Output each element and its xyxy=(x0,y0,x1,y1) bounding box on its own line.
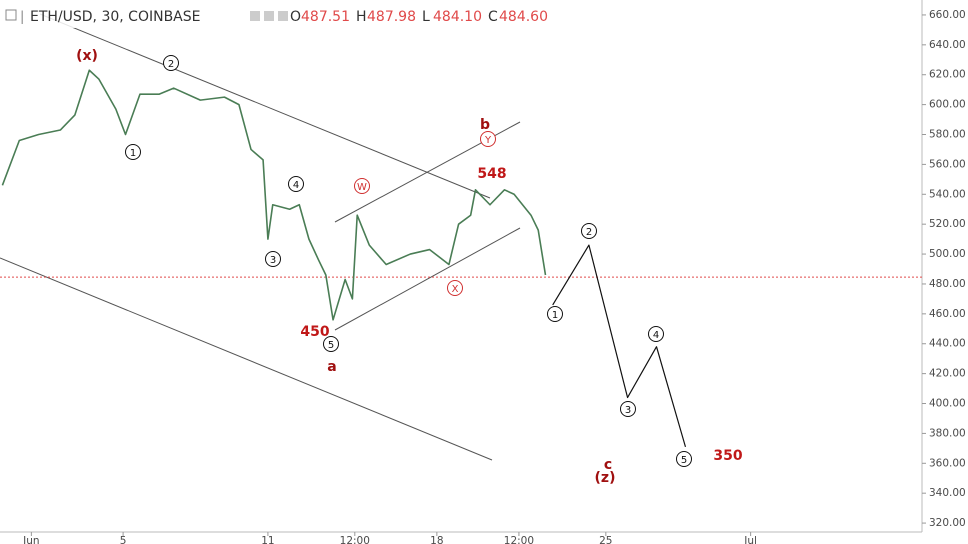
wave-number: 5 xyxy=(681,455,687,466)
wave-circle xyxy=(447,280,463,296)
y-tick-label: 600.00 xyxy=(929,99,966,111)
y-tick-label: 500.00 xyxy=(929,248,966,260)
price-line xyxy=(1,69,547,321)
ohlc-value: 484.10 xyxy=(433,9,482,25)
x-tick-label: 18 xyxy=(430,535,443,544)
settings-icon[interactable] xyxy=(250,11,260,21)
ohlc-key: H xyxy=(356,9,367,25)
wave-label: c xyxy=(604,457,612,473)
wave-number: 2 xyxy=(586,227,592,238)
wave-circle xyxy=(648,326,664,342)
y-tick-label: 620.00 xyxy=(929,69,966,81)
wave-number: 4 xyxy=(293,180,299,191)
ohlc-value: 487.98 xyxy=(367,9,416,25)
wave-circle xyxy=(581,223,597,239)
x-tick-label: Jul xyxy=(743,535,757,544)
channel-lower xyxy=(334,227,521,331)
wave-label: a xyxy=(327,359,336,375)
sep: | xyxy=(20,10,24,25)
close-icon[interactable] xyxy=(278,11,288,21)
ohlc-key: C xyxy=(488,9,498,25)
upper-trend-line xyxy=(39,13,491,199)
wave-circle xyxy=(265,251,281,267)
wave-label: (x) xyxy=(76,48,98,64)
wave-number: W xyxy=(357,182,367,193)
y-tick-label: 540.00 xyxy=(929,188,966,200)
y-tick-label: 440.00 xyxy=(929,338,966,350)
hide-icon[interactable] xyxy=(264,11,274,21)
wave-number: 2 xyxy=(168,59,174,70)
y-tick-label: 320.00 xyxy=(929,517,966,529)
y-tick-label: 660.00 xyxy=(929,9,966,21)
y-tick-label: 360.00 xyxy=(929,457,966,469)
ohlc-key: O xyxy=(290,9,301,25)
wave-circle xyxy=(620,401,636,417)
wave-number: 4 xyxy=(653,330,659,341)
x-tick-label: Jun xyxy=(22,535,39,544)
price-line xyxy=(552,244,687,448)
chart-title: ETH/USD, 30, COINBASE xyxy=(30,9,200,25)
wave-circle xyxy=(125,144,141,160)
wave-number: 3 xyxy=(270,255,276,266)
y-tick-label: 580.00 xyxy=(929,129,966,141)
wave-circle xyxy=(163,55,179,71)
lower-trend-line xyxy=(0,257,493,461)
wave-label: 350 xyxy=(713,448,742,464)
x-tick-label: 11 xyxy=(261,535,274,544)
y-tick-label: 640.00 xyxy=(929,39,966,51)
wave-number: 3 xyxy=(625,405,631,416)
ohlc-value: 484.60 xyxy=(499,9,548,25)
wave-circle xyxy=(676,451,692,467)
y-tick-label: 380.00 xyxy=(929,427,966,439)
y-tick-label: 560.00 xyxy=(929,158,966,170)
wave-number: 1 xyxy=(130,148,136,159)
wave-circle xyxy=(480,131,496,147)
ohlc-value: 487.51 xyxy=(301,9,350,25)
x-tick-label: 25 xyxy=(599,535,612,544)
y-tick-label: 520.00 xyxy=(929,218,966,230)
wave-circle xyxy=(323,336,339,352)
y-tick-label: 400.00 xyxy=(929,398,966,410)
wave-number: Y xyxy=(484,135,492,146)
y-tick-label: 340.00 xyxy=(929,487,966,499)
y-tick-label: 480.00 xyxy=(929,278,966,290)
wave-number: 5 xyxy=(328,340,334,351)
wave-label: 450 xyxy=(300,324,329,340)
wave-label: b xyxy=(480,117,490,133)
toolbar: | ETH/USD, 30, COINBASE xyxy=(0,0,290,28)
x-tick-label: 12:00 xyxy=(340,535,370,544)
x-tick-label: 12:00 xyxy=(504,535,534,544)
x-tick-label: 5 xyxy=(120,535,127,544)
wave-label: 548 xyxy=(477,166,506,182)
header-bg xyxy=(0,0,290,28)
wave-circle xyxy=(354,178,370,194)
wave-number: 1 xyxy=(552,310,558,321)
y-tick-label: 460.00 xyxy=(929,308,966,320)
wave-circle xyxy=(547,306,563,322)
wave-circle xyxy=(288,176,304,192)
ohlc-key: L xyxy=(422,9,430,25)
y-tick-label: 420.00 xyxy=(929,368,966,380)
wave-number: X xyxy=(452,284,459,295)
wave-label: (z) xyxy=(595,470,616,486)
expand-icon[interactable] xyxy=(5,9,17,21)
